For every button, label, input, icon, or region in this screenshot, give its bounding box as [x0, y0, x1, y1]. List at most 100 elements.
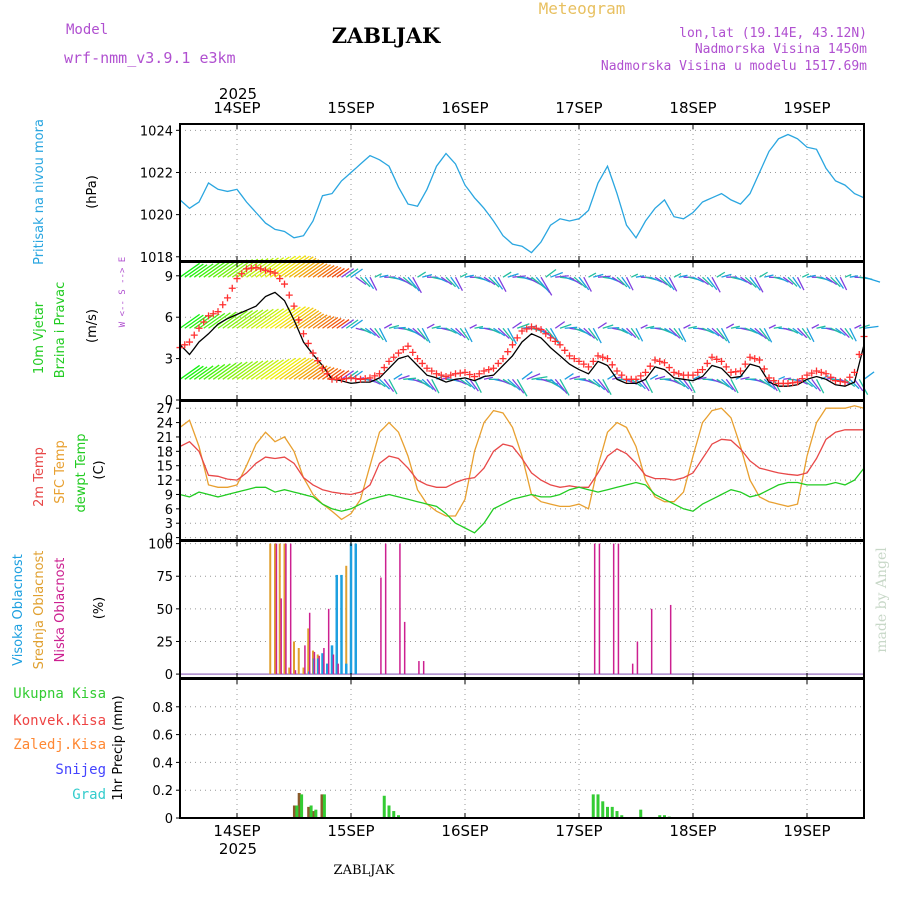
dew-ylabel: dewpt Temp [74, 433, 89, 512]
wind-barb [806, 327, 815, 343]
wind-barb [464, 378, 476, 390]
wind-barb [720, 327, 731, 344]
wind-barb [179, 364, 201, 380]
wind-barb [735, 374, 744, 380]
wind-gust-marker [266, 268, 274, 276]
wind-gust-marker [523, 325, 531, 333]
wind-gust-marker [304, 339, 312, 347]
wind-gust-marker [513, 334, 521, 342]
wind-barb [754, 276, 764, 293]
wind-gust-marker [437, 371, 445, 379]
wind-barb [388, 324, 400, 329]
wind-barb [279, 306, 310, 329]
wind-gust-marker [604, 355, 611, 363]
cloud-low-bar [304, 645, 306, 675]
wind-barb [626, 327, 637, 339]
wind-gust-marker [509, 341, 516, 349]
wind-barb [374, 273, 382, 278]
wind-barb [550, 271, 563, 278]
wind-gust-marker [423, 364, 431, 372]
total-precip-bar [591, 794, 595, 818]
wind-gust-marker [461, 368, 469, 376]
wind-barb [312, 315, 331, 329]
wind-gust-marker [409, 348, 417, 356]
total-precip-bar [322, 794, 326, 818]
wind-barb [298, 362, 322, 380]
wind-barb [583, 327, 596, 339]
wind-barb [673, 378, 686, 388]
wind-gust-marker [765, 374, 773, 382]
wind-barb [364, 327, 376, 337]
wind-barb [687, 379, 696, 394]
total-precip-bar [615, 811, 619, 818]
wind-barb [716, 327, 728, 342]
wind-barb [374, 378, 386, 388]
wind-gust-marker [243, 265, 250, 273]
wind-gust-marker [290, 302, 298, 310]
total-precip-bar [295, 805, 299, 818]
cloud-low-bar [318, 655, 320, 675]
wind-gust-marker [528, 323, 535, 331]
wind-barb [378, 327, 388, 343]
cloud-mid-bar [307, 628, 310, 675]
wind-gust-marker [547, 334, 554, 342]
wind-barb [773, 326, 782, 329]
wind-barb [511, 378, 525, 394]
wind-gust-marker [613, 367, 621, 375]
wind-barb [516, 378, 528, 397]
wind-barb [303, 262, 325, 278]
wind-gust-marker [371, 372, 379, 380]
top-day-label: 18SEP [669, 99, 716, 117]
wind-gust-marker [357, 375, 364, 383]
cloud-low-bar [280, 598, 282, 675]
y-tick-label: 75 [156, 570, 173, 585]
wind-gust-marker [395, 349, 402, 357]
wind-gust-marker [295, 316, 303, 324]
y-tick-label: 27 [156, 402, 173, 417]
wind-barb [602, 324, 614, 329]
panel-frame [179, 123, 865, 262]
wind-barb [849, 275, 858, 278]
cloud-low-bar [631, 663, 634, 675]
wind-barb [464, 327, 473, 343]
wind-gust-marker [589, 357, 597, 365]
panel-frame [179, 400, 865, 541]
wind-barb [569, 375, 581, 380]
wind-barb [507, 378, 521, 391]
wind-barb [597, 378, 610, 394]
y-tick-label: 1022 [140, 166, 173, 181]
wind-gust-marker [418, 359, 426, 367]
wind-barb [645, 325, 655, 329]
cloud-mid-bar [293, 641, 295, 675]
wind-gust-marker [285, 291, 293, 299]
cloud-high-bar [354, 543, 357, 675]
wind-barb [412, 327, 426, 340]
wind-gust-marker [433, 370, 440, 378]
wind-barb [255, 308, 285, 329]
wind-barb [688, 325, 697, 329]
wind-barb [711, 327, 725, 340]
wind-barb [393, 373, 403, 380]
wind-barb [844, 273, 852, 278]
wind-barb [417, 378, 431, 388]
wind-barb [759, 271, 768, 278]
wind-barb [668, 276, 678, 292]
wind-gust-marker [694, 368, 702, 376]
sfc-ylabel: SFC Temp [53, 440, 68, 504]
wind-barb [250, 308, 279, 329]
wind-barb [588, 272, 597, 278]
wind-barb [331, 318, 345, 329]
wind-barb [512, 275, 526, 278]
top-day-label: 17SEP [555, 99, 602, 117]
cloud-high-ylabel: Visoka Oblacnost [11, 554, 26, 666]
wind-barb [217, 361, 243, 380]
chart-type-title: Meteogram [539, 0, 626, 18]
wind-barb [549, 327, 561, 346]
wind-gust-marker [836, 377, 844, 385]
wind-barb [445, 327, 457, 334]
wind-barb [749, 276, 761, 291]
wind-barb [635, 275, 645, 278]
wind-barb [179, 313, 201, 329]
wind-gust-marker [599, 353, 607, 361]
wind-barb [383, 323, 393, 329]
